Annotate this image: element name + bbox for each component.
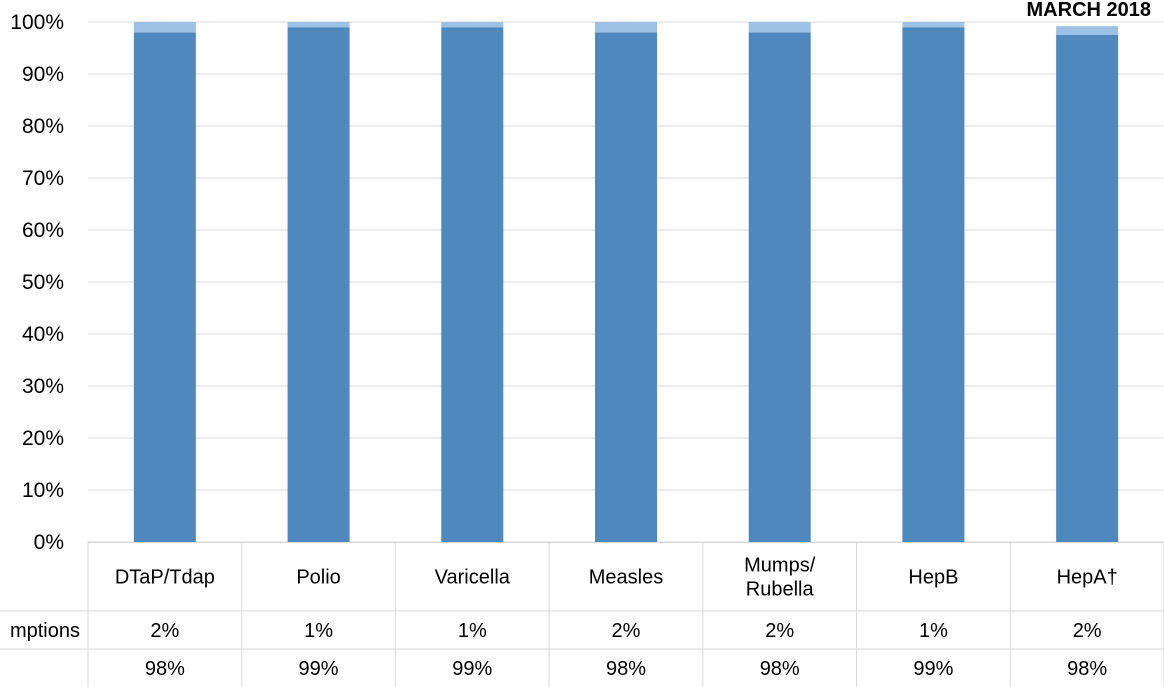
- bar-segment-primary: [595, 32, 657, 543]
- bar-segment-secondary: [287, 22, 350, 28]
- row-label: mptions: [10, 620, 80, 642]
- y-tick-label: 70%: [22, 167, 64, 190]
- table-cell: 2%: [612, 620, 641, 642]
- table-cell: 98%: [145, 658, 185, 680]
- category-label: Varicella: [435, 567, 511, 589]
- category-label: Rubella: [746, 579, 815, 601]
- table-cell: 98%: [760, 658, 800, 680]
- bar-segment-secondary: [748, 22, 811, 33]
- bar-segment-secondary: [595, 22, 657, 33]
- bar-segment-primary: [441, 27, 504, 542]
- category-label: HepA†: [1057, 567, 1118, 589]
- y-tick-label: 60%: [22, 219, 64, 242]
- category-label: Mumps/: [744, 555, 816, 577]
- bar-segment-secondary: [1056, 26, 1119, 35]
- y-tick-label: 80%: [22, 115, 64, 138]
- table-cell: 99%: [913, 658, 953, 680]
- table-cell: 2%: [765, 620, 794, 642]
- category-label: Polio: [296, 567, 340, 589]
- data-table: DTaP/Tdap Polio Varicella Measles Mumps/Rube…: [0, 542, 1164, 687]
- bar-segment-primary: [1056, 35, 1119, 542]
- table-cell: 99%: [299, 658, 339, 680]
- table-cell: 2%: [150, 620, 179, 642]
- bar-segment-secondary: [441, 22, 504, 28]
- bar-segment-primary: [133, 32, 196, 543]
- bars: [133, 22, 1119, 543]
- bar-segment-secondary: [133, 22, 196, 33]
- y-tick-label: 40%: [22, 323, 64, 346]
- chart-title: MARCH 2018: [1027, 0, 1151, 21]
- table-cell: 99%: [452, 658, 492, 680]
- y-tick-label: 90%: [22, 63, 64, 86]
- bar-segment-primary: [902, 27, 965, 542]
- y-tick-label: 0%: [34, 531, 64, 554]
- bar-segment-secondary: [902, 22, 965, 28]
- y-tick-label: 10%: [22, 479, 64, 502]
- y-tick-label: 100%: [10, 11, 64, 34]
- table-cell: 98%: [1067, 658, 1107, 680]
- table-cell: 98%: [606, 658, 646, 680]
- y-tick-label: 50%: [22, 271, 64, 294]
- table-cell: 1%: [304, 620, 333, 642]
- y-axis-ticks: 0% 10% 20% 30% 40% 50% 60% 70% 80% 90% 100%: [10, 11, 64, 554]
- table-cell: 1%: [458, 620, 487, 642]
- bar-segment-primary: [748, 32, 811, 543]
- category-label: HepB: [908, 567, 958, 589]
- category-label: DTaP/Tdap: [115, 567, 215, 589]
- category-label: Measles: [589, 567, 663, 589]
- y-tick-label: 30%: [22, 375, 64, 398]
- table-cell: 2%: [1073, 620, 1102, 642]
- y-tick-label: 20%: [22, 427, 64, 450]
- table-cell: 1%: [919, 620, 948, 642]
- bar-segment-primary: [287, 27, 350, 542]
